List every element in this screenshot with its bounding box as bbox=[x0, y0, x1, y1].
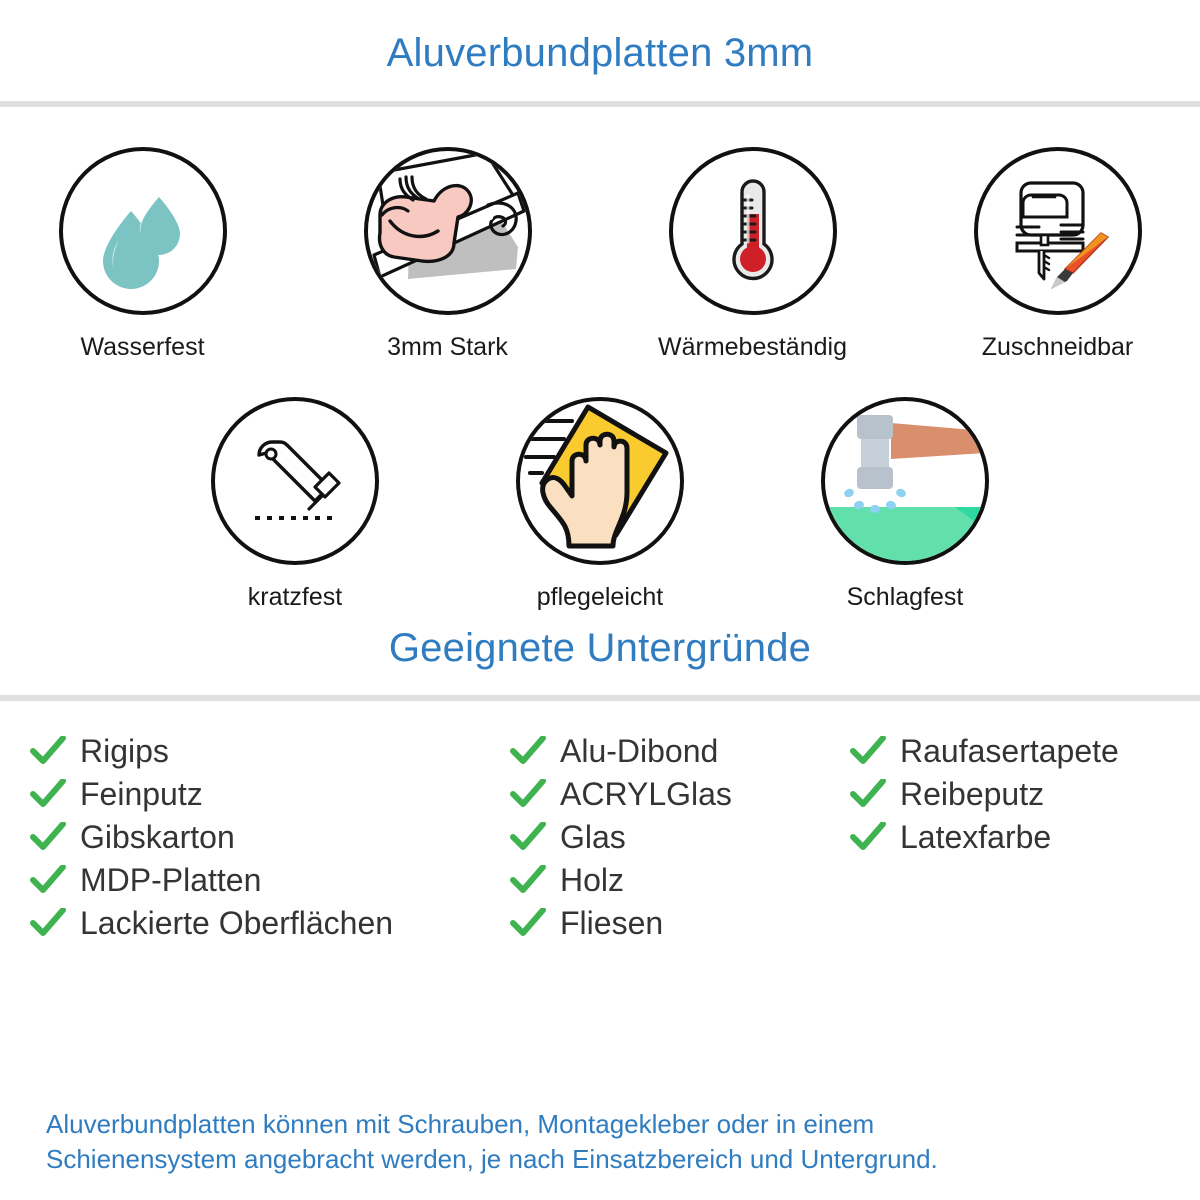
green-check-icon bbox=[30, 735, 66, 764]
green-check-icon bbox=[850, 735, 886, 764]
badge-waermebestaendig bbox=[668, 147, 837, 315]
list-item: Feinputz bbox=[30, 772, 510, 815]
green-check-icon bbox=[510, 907, 546, 936]
badge-kratzfest bbox=[211, 397, 379, 565]
checklist-column-3: Raufasertapete Reibeputz Latexfarbe bbox=[850, 729, 1190, 944]
hand-cleaning-cloth-icon bbox=[524, 404, 669, 549]
list-item-label: Gibskarton bbox=[80, 818, 235, 855]
list-item-label: Latexfarbe bbox=[900, 818, 1052, 855]
list-item: Latexfarbe bbox=[850, 815, 1190, 858]
list-item: Lackierte Oberflächen bbox=[30, 901, 510, 944]
badge-zuschneidbar bbox=[973, 147, 1142, 315]
list-item-label: Alu-Dibond bbox=[560, 732, 719, 769]
feature-label: pflegeleicht bbox=[536, 583, 664, 611]
list-item-label: Raufasertapete bbox=[900, 732, 1119, 769]
list-item-label: Holz bbox=[560, 861, 625, 898]
hammer-impact-icon bbox=[825, 415, 985, 561]
subtitle-divider bbox=[0, 695, 1200, 701]
list-item-label: Feinputz bbox=[80, 775, 203, 812]
water-drops-icon bbox=[102, 197, 180, 289]
feature-waermebestaendig: Wärmebeständig bbox=[630, 147, 875, 362]
green-check-icon bbox=[850, 778, 886, 807]
badge-3mm-stark bbox=[363, 147, 532, 315]
title-divider bbox=[0, 101, 1200, 107]
feature-row-1: Wasserfest bbox=[0, 147, 1200, 362]
feature-label: Wasserfest bbox=[80, 333, 205, 361]
feature-row-2: kratzfest pflegele bbox=[0, 397, 1200, 612]
feature-label: Zuschneidbar bbox=[981, 333, 1134, 361]
feature-3mm-stark: 3mm Stark bbox=[325, 147, 570, 362]
list-item-label: ACRYLGlas bbox=[560, 775, 732, 812]
list-item: Raufasertapete bbox=[850, 729, 1190, 772]
feature-grid: Wasserfest bbox=[0, 107, 1200, 612]
feature-label: kratzfest bbox=[247, 583, 343, 611]
subsection-title: Geeignete Untergründe bbox=[388, 626, 812, 670]
suitable-surfaces-list: Rigips Feinputz Gibskarton MDP-Platten L… bbox=[0, 701, 1200, 944]
feature-zuschneidbar: Zuschneidbar bbox=[935, 147, 1180, 362]
green-check-icon bbox=[850, 821, 886, 850]
checklist-column-2: Alu-Dibond ACRYLGlas Glas Holz Fliesen bbox=[510, 729, 850, 944]
feature-kratzfest: kratzfest bbox=[173, 397, 418, 612]
page-title: Aluverbundplatten 3mm bbox=[386, 31, 814, 75]
list-item: Holz bbox=[510, 858, 850, 901]
list-item-label: Lackierte Oberflächen bbox=[80, 904, 394, 941]
list-item-label: Glas bbox=[560, 818, 626, 855]
list-item-label: Fliesen bbox=[560, 904, 664, 941]
list-item: Rigips bbox=[30, 729, 510, 772]
green-check-icon bbox=[30, 778, 66, 807]
footer-line-1: Aluverbundplatten können mit Schrauben, … bbox=[46, 1109, 875, 1140]
feature-wasserfest: Wasserfest bbox=[20, 147, 265, 362]
list-item-label: MDP-Platten bbox=[80, 861, 262, 898]
list-item: Glas bbox=[510, 815, 850, 858]
feature-label: Wärmebeständig bbox=[658, 333, 847, 361]
list-item: Gibskarton bbox=[30, 815, 510, 858]
list-item: Reibeputz bbox=[850, 772, 1190, 815]
feature-pflegeleicht: pflegeleicht bbox=[478, 397, 723, 612]
feature-label: 3mm Stark bbox=[387, 333, 508, 361]
list-item: MDP-Platten bbox=[30, 858, 510, 901]
subtitle-block: Geeignete Untergründe bbox=[0, 612, 1200, 695]
feature-schlagfest: Schlagfest bbox=[783, 397, 1028, 612]
feature-label: Schlagfest bbox=[846, 583, 964, 611]
footer-line-2: Schienensystem angebracht werden, je nac… bbox=[46, 1143, 938, 1174]
green-check-icon bbox=[510, 778, 546, 807]
green-check-icon bbox=[30, 821, 66, 850]
jigsaw-cutter-icon bbox=[1015, 180, 1110, 289]
cutter-knife-scratch-icon bbox=[255, 440, 341, 520]
green-check-icon bbox=[510, 864, 546, 893]
green-check-icon bbox=[30, 864, 66, 893]
list-item-label: Rigips bbox=[80, 732, 169, 769]
green-check-icon bbox=[510, 821, 546, 850]
list-item-label: Reibeputz bbox=[900, 775, 1045, 812]
list-item: ACRYLGlas bbox=[510, 772, 850, 815]
badge-schlagfest bbox=[821, 397, 989, 565]
badge-pflegeleicht bbox=[516, 397, 684, 565]
title-block: Aluverbundplatten 3mm bbox=[0, 0, 1200, 101]
list-item: Alu-Dibond bbox=[510, 729, 850, 772]
checklist-column-1: Rigips Feinputz Gibskarton MDP-Platten L… bbox=[30, 729, 510, 944]
muscle-arm-icon bbox=[371, 151, 526, 279]
footer-note: Aluverbundplatten können mit Schrauben, … bbox=[0, 1107, 1200, 1176]
list-item: Fliesen bbox=[510, 901, 850, 944]
thermometer-icon bbox=[731, 179, 774, 281]
green-check-icon bbox=[30, 907, 66, 936]
badge-wasserfest bbox=[58, 147, 227, 315]
green-check-icon bbox=[510, 735, 546, 764]
